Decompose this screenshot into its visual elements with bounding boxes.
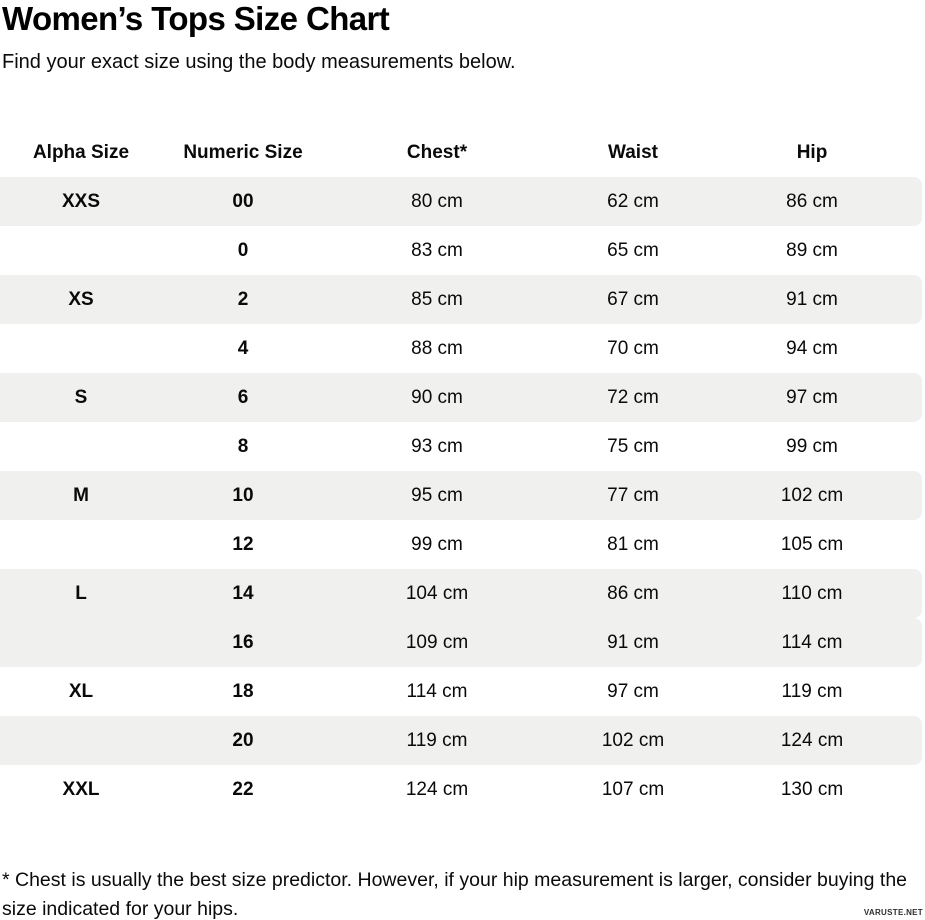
hip-cell: 119 cm [781,681,843,702]
table-row: 4 88 cm 70 cm 94 cm [0,324,922,373]
table-body: XXS 00 80 cm 62 cm 86 cm 0 83 cm 65 cm 89 cm XS 2 8… [0,177,925,814]
hip-cell: 94 cm [786,338,838,359]
waist-cell: 72 cm [607,387,659,408]
hip-cell: 86 cm [786,191,838,212]
chest-cell: 85 cm [411,289,463,310]
numeric-size-cell: 0 [237,240,249,261]
table-row: 12 99 cm 81 cm 105 cm [0,520,922,569]
numeric-size-cell: 14 [232,583,254,604]
column-header-waist: Waist [608,141,658,163]
table-row: S 6 90 cm 72 cm 97 cm [0,373,922,422]
table-row: 20 119 cm 102 cm 124 cm [0,716,922,765]
alpha-size-cell: S [74,387,88,408]
table-row: XXL 22 124 cm 107 cm 130 cm [0,765,922,814]
table-row: 8 93 cm 75 cm 99 cm [0,422,922,471]
hip-cell: 99 cm [786,436,838,457]
alpha-size-cell: XL [68,681,94,702]
alpha-size-cell: XXS [61,191,101,212]
alpha-size-cell: M [73,485,89,506]
alpha-size-cell: XXL [62,779,100,800]
numeric-size-cell: 20 [232,730,254,751]
table-row: L 14 104 cm 86 cm 110 cm [0,569,922,618]
waist-cell: 102 cm [601,730,665,751]
hip-cell: 89 cm [786,240,838,261]
table-row: M 10 95 cm 77 cm 102 cm [0,471,922,520]
chest-cell: 88 cm [411,338,463,359]
footnote: * Chest is usually the best size predict… [2,869,908,920]
waist-cell: 77 cm [607,485,659,506]
hip-cell: 130 cm [780,779,844,800]
hip-cell: 105 cm [780,534,844,555]
waist-cell: 62 cm [607,191,659,212]
table-row: 0 83 cm 65 cm 89 cm [0,226,922,275]
column-header-chest: Chest* [406,141,468,163]
chest-cell: 83 cm [411,240,463,261]
numeric-size-cell: 00 [232,191,254,212]
chest-cell: 90 cm [411,387,463,408]
numeric-size-cell: 12 [232,534,254,555]
waist-cell: 65 cm [607,240,659,261]
alpha-size-cell: XS [68,289,94,310]
chest-cell: 114 cm [406,681,468,702]
watermark: VARUSTE.NET [863,908,923,917]
table-row: 16 109 cm 91 cm 114 cm [0,618,922,667]
table-row: XS 2 85 cm 67 cm 91 cm [0,275,922,324]
alpha-size-cell: L [75,583,87,604]
numeric-size-cell: 16 [232,632,254,653]
chest-cell: 119 cm [406,730,468,751]
numeric-size-cell: 22 [232,779,254,800]
table-header-row: Alpha Size Numeric Size Chest* Waist Hip [0,127,922,177]
waist-cell: 67 cm [607,289,659,310]
numeric-size-cell: 6 [237,387,249,408]
size-chart-table: Alpha Size Numeric Size Chest* Waist Hip… [0,127,925,814]
numeric-size-cell: 4 [237,338,249,359]
column-header-alpha-size: Alpha Size [32,141,130,163]
waist-cell: 97 cm [607,681,659,702]
waist-cell: 81 cm [607,534,659,555]
waist-cell: 86 cm [607,583,659,604]
waist-cell: 70 cm [607,338,659,359]
chest-cell: 104 cm [405,583,469,604]
chest-cell: 80 cm [411,191,463,212]
chest-cell: 99 cm [411,534,463,555]
hip-cell: 124 cm [780,730,844,751]
page-title: Women’s Tops Size Chart [2,0,390,37]
numeric-size-cell: 8 [237,436,249,457]
chest-cell: 95 cm [411,485,463,506]
hip-cell: 102 cm [780,485,844,506]
page-subtitle: Find your exact size using the body meas… [2,51,516,73]
hip-cell: 110 cm [781,583,843,604]
hip-cell: 114 cm [781,632,843,653]
chest-cell: 93 cm [411,436,463,457]
hip-cell: 91 cm [786,289,838,310]
table-row: XXS 00 80 cm 62 cm 86 cm [0,177,922,226]
column-header-hip: Hip [796,141,828,163]
waist-cell: 107 cm [601,779,665,800]
numeric-size-cell: 10 [232,485,254,506]
waist-cell: 91 cm [607,632,659,653]
hip-cell: 97 cm [786,387,838,408]
numeric-size-cell: 18 [232,681,254,702]
waist-cell: 75 cm [607,436,659,457]
chest-cell: 124 cm [405,779,469,800]
column-header-numeric-size: Numeric Size [183,141,303,163]
table-row: XL 18 114 cm 97 cm 119 cm [0,667,922,716]
chest-cell: 109 cm [405,632,469,653]
numeric-size-cell: 2 [237,289,249,310]
